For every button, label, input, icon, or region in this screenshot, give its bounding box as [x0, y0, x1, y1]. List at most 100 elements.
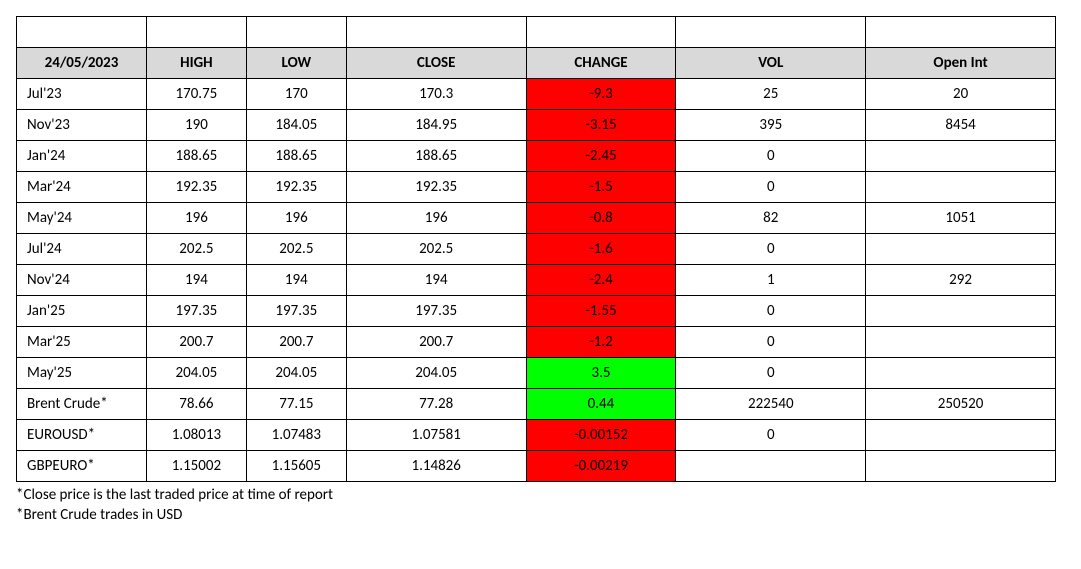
cell-high: 197.35	[146, 296, 246, 327]
table-row: Brent Crude*78.6677.1577.280.44222540250…	[17, 389, 1056, 420]
cell-close: 1.07581	[346, 420, 526, 451]
market-data-table: 24/05/2023 HIGH LOW CLOSE CHANGE VOL Ope…	[16, 16, 1056, 482]
cell-change: -1.5	[526, 172, 676, 203]
table-row: Jul'23170.75170170.3-9.32520	[17, 79, 1056, 110]
cell-low: 1.15605	[246, 451, 346, 482]
cell-vol: 25	[676, 79, 866, 110]
cell-open-int: 1051	[866, 203, 1056, 234]
cell-vol: 222540	[676, 389, 866, 420]
cell-close: 194	[346, 265, 526, 296]
cell-close: 204.05	[346, 358, 526, 389]
cell-vol: 0	[676, 327, 866, 358]
cell-close: 196	[346, 203, 526, 234]
cell-vol: 82	[676, 203, 866, 234]
cell-low: 170	[246, 79, 346, 110]
cell-change: -0.00152	[526, 420, 676, 451]
cell-close: 77.28	[346, 389, 526, 420]
table-row: Jul'24202.5202.5202.5-1.60	[17, 234, 1056, 265]
table-row: Nov'24194194194-2.41292	[17, 265, 1056, 296]
cell-high: 196	[146, 203, 246, 234]
cell-open-int	[866, 234, 1056, 265]
footnotes: *Close price is the last traded price at…	[16, 486, 1065, 524]
cell-close: 192.35	[346, 172, 526, 203]
cell-vol: 0	[676, 172, 866, 203]
cell-open-int	[866, 296, 1056, 327]
cell-change: -1.55	[526, 296, 676, 327]
cell-low: 1.07483	[246, 420, 346, 451]
table-row: May'24196196196-0.8821051	[17, 203, 1056, 234]
cell-open-int	[866, 451, 1056, 482]
cell-open-int: 8454	[866, 110, 1056, 141]
cell-low: 184.05	[246, 110, 346, 141]
cell-label: Nov'23	[17, 110, 147, 141]
table-row: EUROUSD*1.080131.074831.07581-0.001520	[17, 420, 1056, 451]
header-change: CHANGE	[526, 48, 676, 79]
footnote: *Brent Crude trades in USD	[16, 506, 1065, 524]
cell-high: 78.66	[146, 389, 246, 420]
cell-label: Mar'24	[17, 172, 147, 203]
cell-low: 77.15	[246, 389, 346, 420]
cell-open-int	[866, 327, 1056, 358]
cell-low: 202.5	[246, 234, 346, 265]
header-vol: VOL	[676, 48, 866, 79]
cell-label: EUROUSD*	[17, 420, 147, 451]
cell-high: 190	[146, 110, 246, 141]
cell-label: May'24	[17, 203, 147, 234]
cell-open-int: 292	[866, 265, 1056, 296]
table-row: Nov'23190184.05184.95-3.153958454	[17, 110, 1056, 141]
cell-open-int	[866, 420, 1056, 451]
table-row: Jan'25197.35197.35197.35-1.550	[17, 296, 1056, 327]
cell-vol: 0	[676, 420, 866, 451]
cell-close: 197.35	[346, 296, 526, 327]
cell-change: 0.44	[526, 389, 676, 420]
cell-vol: 395	[676, 110, 866, 141]
cell-vol: 0	[676, 358, 866, 389]
header-date: 24/05/2023	[17, 48, 147, 79]
cell-change: -3.15	[526, 110, 676, 141]
cell-high: 170.75	[146, 79, 246, 110]
cell-change: -2.4	[526, 265, 676, 296]
cell-low: 196	[246, 203, 346, 234]
cell-change: -1.2	[526, 327, 676, 358]
cell-high: 204.05	[146, 358, 246, 389]
cell-high: 192.35	[146, 172, 246, 203]
cell-high: 188.65	[146, 141, 246, 172]
cell-change: -0.8	[526, 203, 676, 234]
cell-label: Nov'24	[17, 265, 147, 296]
cell-open-int: 250520	[866, 389, 1056, 420]
cell-high: 200.7	[146, 327, 246, 358]
cell-change: -9.3	[526, 79, 676, 110]
cell-low: 197.35	[246, 296, 346, 327]
cell-label: May'25	[17, 358, 147, 389]
cell-vol	[676, 451, 866, 482]
cell-label: Jan'25	[17, 296, 147, 327]
cell-label: GBPEURO*	[17, 451, 147, 482]
cell-label: Jul'24	[17, 234, 147, 265]
cell-label: Brent Crude*	[17, 389, 147, 420]
cell-vol: 1	[676, 265, 866, 296]
cell-high: 1.15002	[146, 451, 246, 482]
cell-vol: 0	[676, 141, 866, 172]
cell-close: 200.7	[346, 327, 526, 358]
cell-change: 3.5	[526, 358, 676, 389]
table-row: May'25204.05204.05204.053.50	[17, 358, 1056, 389]
cell-open-int	[866, 172, 1056, 203]
cell-close: 170.3	[346, 79, 526, 110]
cell-label: Jul'23	[17, 79, 147, 110]
table-row: GBPEURO*1.150021.156051.14826-0.00219	[17, 451, 1056, 482]
cell-label: Jan'24	[17, 141, 147, 172]
cell-low: 192.35	[246, 172, 346, 203]
cell-low: 200.7	[246, 327, 346, 358]
cell-close: 188.65	[346, 141, 526, 172]
header-low: LOW	[246, 48, 346, 79]
cell-high: 1.08013	[146, 420, 246, 451]
cell-high: 202.5	[146, 234, 246, 265]
cell-high: 194	[146, 265, 246, 296]
cell-close: 202.5	[346, 234, 526, 265]
table-row: Jan'24188.65188.65188.65-2.450	[17, 141, 1056, 172]
cell-low: 204.05	[246, 358, 346, 389]
cell-low: 194	[246, 265, 346, 296]
header-high: HIGH	[146, 48, 246, 79]
cell-open-int	[866, 358, 1056, 389]
cell-change: -2.45	[526, 141, 676, 172]
